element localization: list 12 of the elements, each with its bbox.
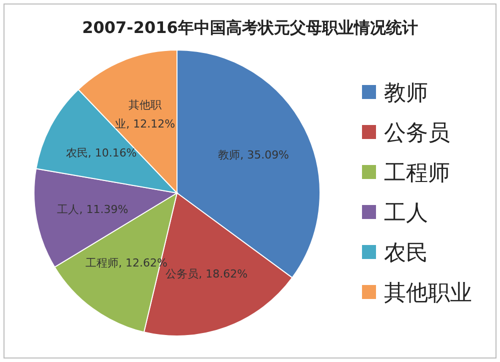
data-label: 其他职业, 12.12% <box>115 98 176 130</box>
legend-label: 教师 <box>384 81 428 106</box>
legend-label: 工人 <box>384 201 428 226</box>
legend-label: 公务员 <box>384 121 450 146</box>
chart-title: 2007-2016年中国高考状元父母职业情况统计 <box>82 18 418 37</box>
data-label: 农民, 10.16% <box>66 146 137 160</box>
legend-label: 工程师 <box>384 161 450 186</box>
data-label: 工人, 11.39% <box>57 202 128 216</box>
data-label: 公务员, 18.62% <box>166 268 248 281</box>
legend-label: 农民 <box>384 241 428 266</box>
legend-label: 其他职业 <box>384 281 472 306</box>
data-label: 教师, 35.09% <box>218 148 290 162</box>
